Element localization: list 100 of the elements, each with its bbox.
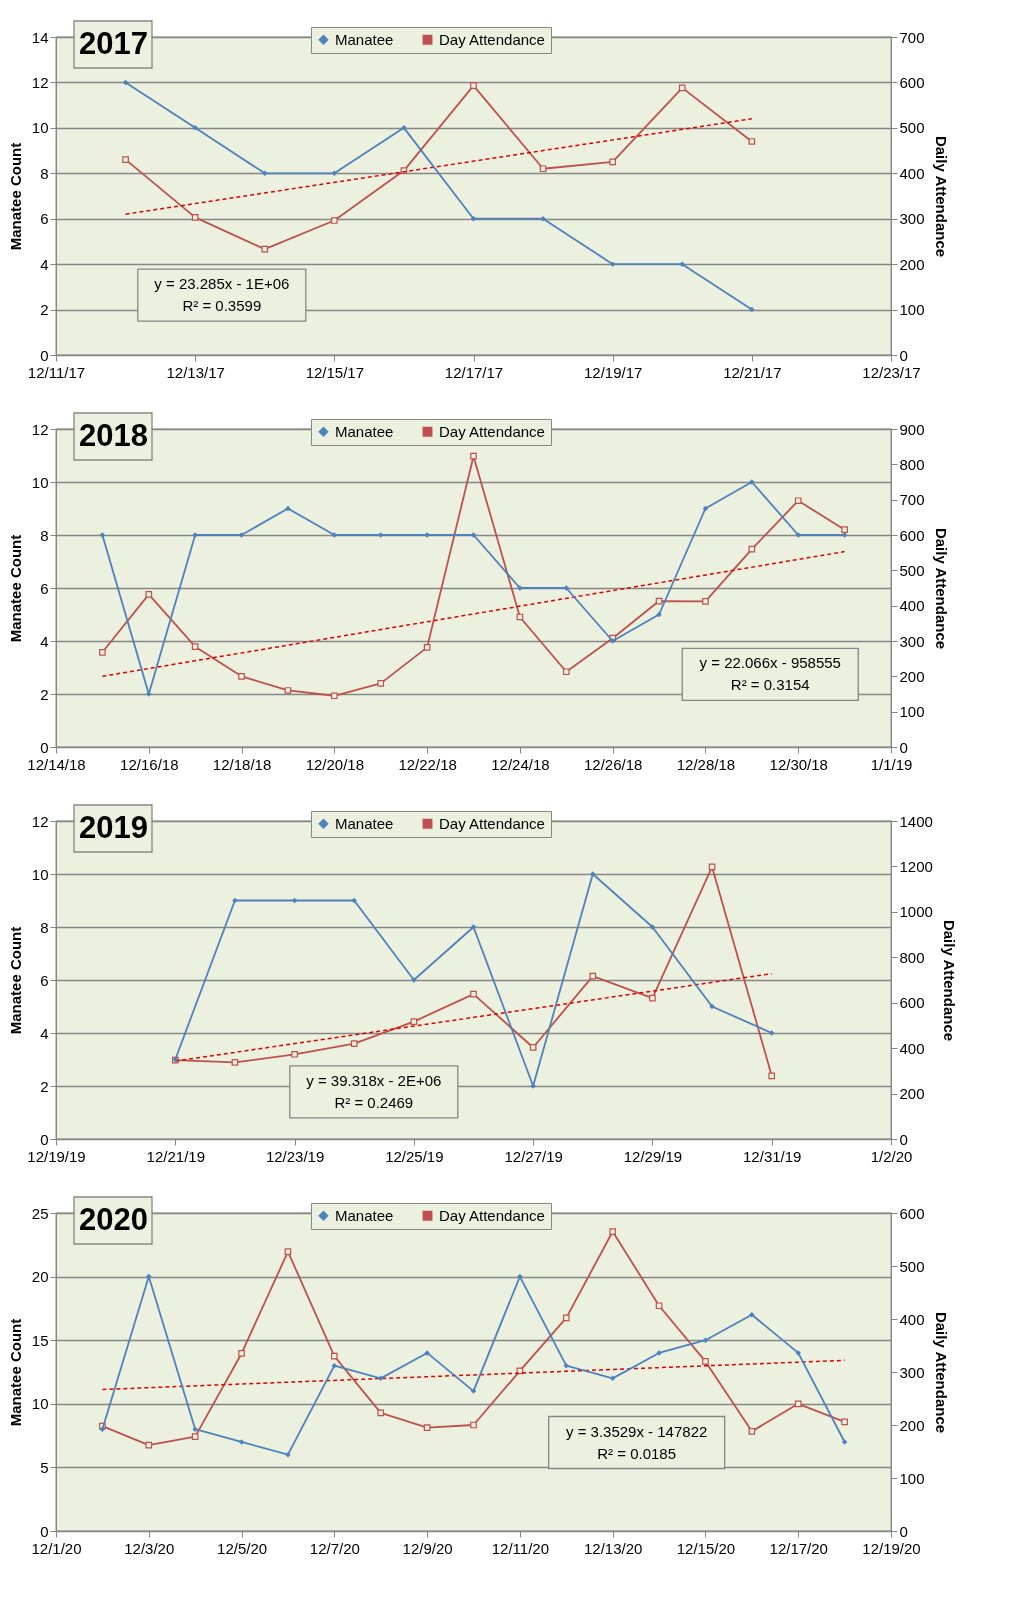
point: [423, 644, 431, 651]
legend-label: Day Attendance: [439, 30, 545, 48]
point: [330, 692, 338, 700]
x-tick-label: 12/19/17: [583, 363, 643, 381]
point: [232, 897, 238, 904]
y-tick-label: 25: [31, 1204, 49, 1222]
point: [609, 261, 616, 267]
point: [649, 924, 656, 930]
x-tick-label: 12/21/19: [146, 1147, 205, 1165]
y-tick-label: 4: [40, 632, 49, 650]
chart-title: 2018: [79, 418, 148, 453]
point: [678, 84, 686, 92]
x-tick-label: 12/14/18: [27, 755, 86, 773]
point: [238, 672, 245, 680]
legend-label: Day Attendance: [439, 814, 545, 832]
x-tick-label: 12/13/17: [166, 363, 225, 381]
x-tick-label: 12/15/17: [305, 363, 365, 381]
x-tick-label: 12/18/18: [212, 755, 272, 773]
y2-tick-label: 800: [899, 455, 925, 473]
point: [423, 1424, 431, 1431]
point: [841, 1439, 848, 1445]
point: [291, 1050, 298, 1058]
x-tick-label: 12/21/17: [723, 363, 782, 381]
x-tick-label: 12/27/19: [504, 1147, 563, 1165]
y2-tick-label: 1000: [899, 903, 933, 921]
y-tick-label: 14: [31, 28, 49, 46]
y2-tick-label: 300: [899, 1363, 925, 1381]
y2-tick-label: 0: [899, 1130, 908, 1148]
y-tick-label: 10: [31, 1395, 49, 1413]
point: [470, 1388, 477, 1394]
point: [377, 1375, 384, 1382]
point: [191, 1433, 199, 1440]
y2-tick-label: 0: [899, 346, 908, 364]
point: [562, 1314, 570, 1322]
x-tick-label: 12/11/20: [491, 1539, 550, 1557]
chart-title: 2019: [79, 810, 148, 845]
point: [470, 532, 477, 538]
point: [702, 1337, 709, 1343]
point: [192, 125, 198, 131]
legend-label: Manatee: [335, 1206, 394, 1224]
point: [238, 1439, 245, 1445]
annotation: y = 22.066x - 958555: [699, 654, 841, 672]
point: [410, 1018, 418, 1025]
y-tick-label: 8: [40, 918, 49, 936]
y-tick-label: 2: [40, 301, 49, 319]
point: [377, 1409, 385, 1417]
y-axis-title: Manatee Count: [6, 1318, 24, 1427]
y2-tick-label: 600: [899, 1204, 925, 1222]
y2-tick-label: 900: [899, 420, 925, 438]
point: [702, 598, 709, 605]
y-tick-label: 12: [31, 73, 49, 91]
y2-tick-label: 100: [899, 301, 925, 319]
y-tick-label: 0: [40, 1522, 49, 1540]
annotation: R² = 0.3154: [730, 676, 810, 694]
point: [470, 990, 477, 998]
y2-tick-label: 200: [899, 1085, 925, 1103]
point: [841, 1418, 848, 1426]
x-tick-label: 12/31/19: [743, 1147, 802, 1165]
y-axis-title: Manatee Count: [6, 534, 24, 643]
legend-label: Manatee: [335, 30, 394, 48]
y2-tick-label: 600: [899, 526, 925, 544]
point: [609, 1228, 616, 1235]
y-axis-title: Manatee Count: [6, 926, 24, 1035]
y2-axis-title: Daily Attendance: [932, 1311, 950, 1434]
y-axis-title: Manatee Count: [6, 142, 24, 251]
x-tick-label: 12/19/20: [862, 1539, 921, 1557]
point: [529, 1044, 537, 1051]
point: [261, 245, 269, 253]
x-tick-label: 12/16/18: [120, 755, 179, 773]
y2-axis-title: Daily Attendance: [932, 527, 950, 650]
y-tick-label: 0: [40, 346, 49, 364]
y2-tick-label: 500: [899, 1257, 925, 1275]
x-tick-label: 12/25/19: [385, 1147, 444, 1165]
y2-tick-label: 700: [899, 491, 925, 509]
point: [656, 611, 662, 618]
x-tick-label: 12/22/18: [398, 755, 457, 773]
annotation: R² = 0.2469: [334, 1093, 414, 1111]
point: [708, 863, 716, 871]
y-tick-label: 4: [40, 255, 49, 273]
y-tick-label: 8: [40, 164, 49, 182]
y2-tick-label: 100: [899, 1469, 925, 1487]
x-tick-label: 12/20/18: [305, 755, 365, 773]
y-tick-label: 10: [31, 865, 49, 883]
y2-tick-label: 300: [899, 632, 925, 650]
y-tick-label: 2: [40, 1077, 49, 1095]
x-tick-label: 12/29/19: [623, 1147, 683, 1165]
point: [331, 170, 338, 177]
y2-axis-title: Daily Attendance: [932, 135, 950, 258]
point: [768, 1072, 776, 1080]
point: [191, 214, 199, 221]
y2-tick-label: 0: [899, 1522, 908, 1540]
point: [679, 261, 685, 267]
y2-tick-label: 500: [899, 561, 925, 579]
y2-tick-label: 400: [899, 164, 925, 182]
point: [709, 1003, 715, 1010]
point: [284, 1248, 292, 1256]
y-tick-label: 20: [31, 1268, 49, 1286]
legend-label: Manatee: [335, 422, 394, 440]
point: [748, 138, 756, 145]
point: [377, 680, 385, 687]
